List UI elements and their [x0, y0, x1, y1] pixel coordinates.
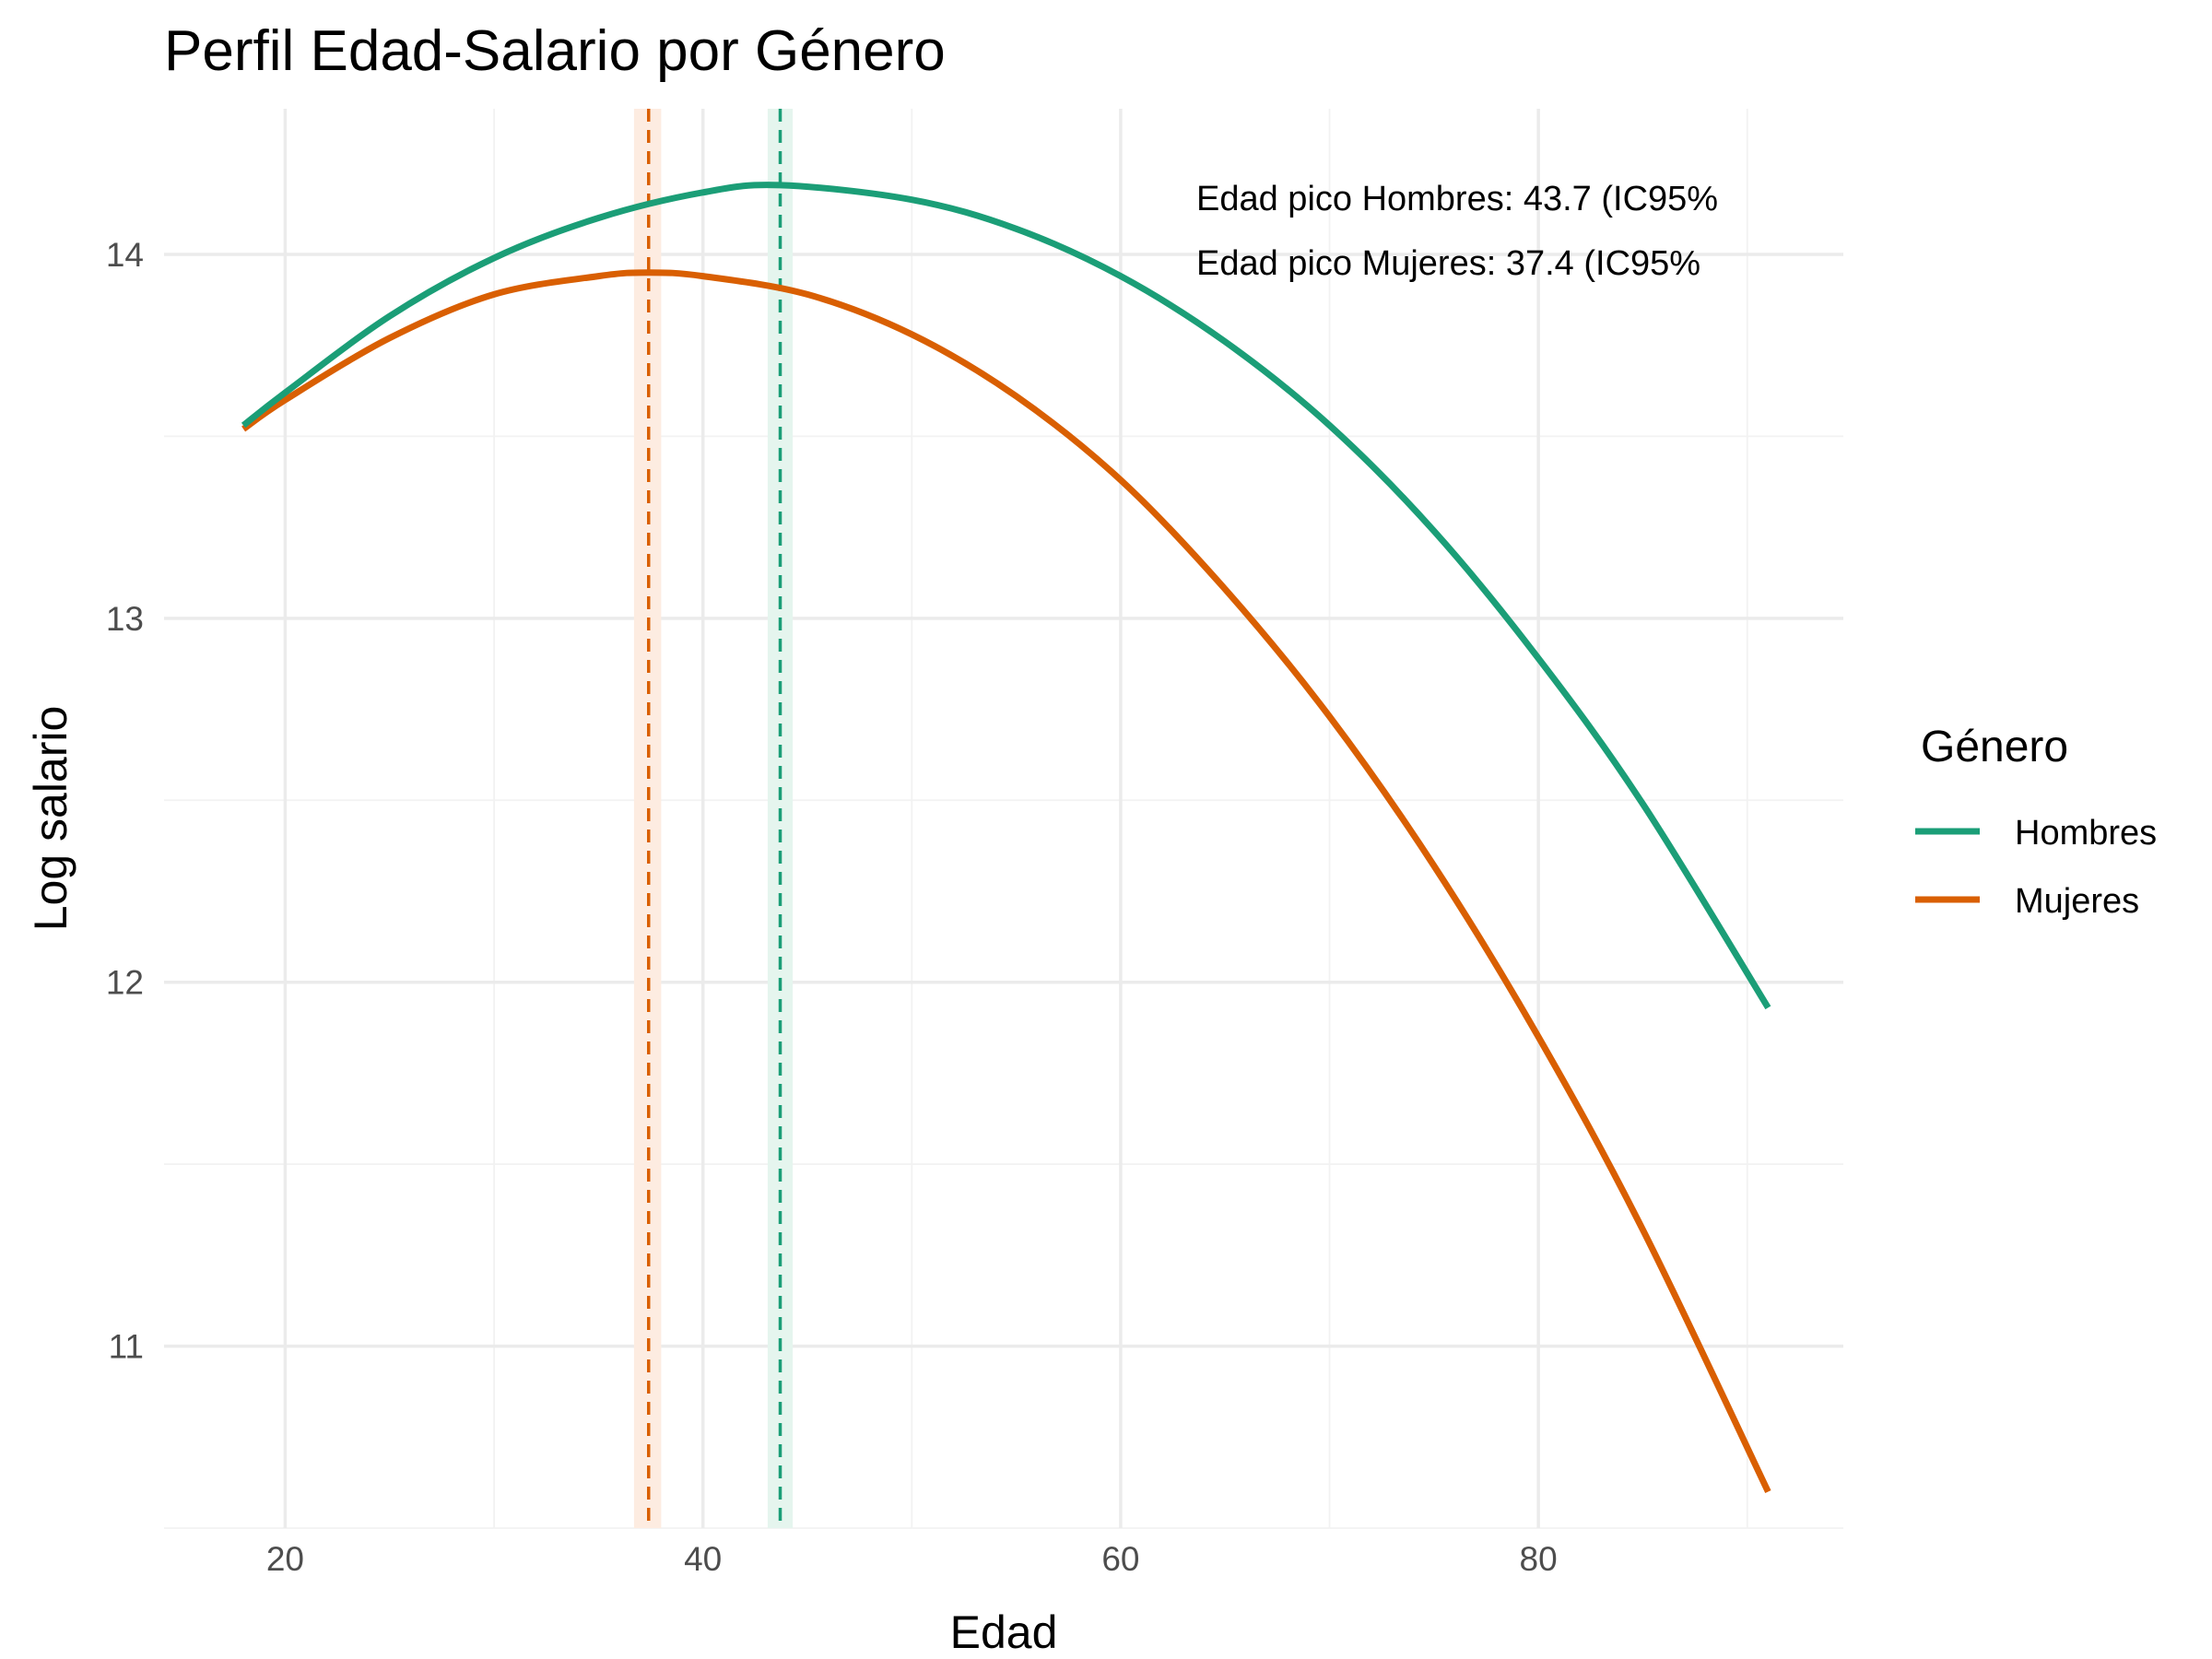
legend-label-hombres: Hombres — [2015, 814, 2157, 853]
x-tick-label: 20 — [266, 1540, 304, 1578]
grid — [164, 109, 1843, 1529]
legend-label-mujeres: Mujeres — [2015, 882, 2139, 921]
series-line-hombres — [241, 182, 1771, 1010]
x-tick-label: 40 — [684, 1540, 722, 1578]
annotation-peak-hombres: Edad pico Hombres: 43.7 (IC95% — [1196, 180, 1718, 218]
x-tick-label: 80 — [1520, 1540, 1558, 1578]
x-tick-label: 60 — [1101, 1540, 1139, 1578]
legend-items: Hombres Mujeres — [1915, 814, 2157, 921]
series-line-mujeres — [241, 269, 1771, 1494]
x-axis-title: Edad — [950, 1606, 1058, 1658]
y-tick-label: 14 — [106, 236, 144, 274]
legend-item-hombres: Hombres — [1915, 814, 2157, 853]
legend-title: Género — [1921, 723, 2068, 771]
legend-item-mujeres: Mujeres — [1915, 882, 2139, 921]
y-tick-label: 13 — [106, 600, 144, 638]
peak-bands — [633, 109, 794, 1528]
y-tick-label: 11 — [109, 1328, 144, 1366]
peak-lines — [647, 109, 782, 1528]
legend: Género Hombres Mujeres — [1915, 723, 2157, 921]
y-tick-label: 12 — [106, 964, 144, 1002]
y-axis-title: Log salario — [25, 706, 76, 932]
chart-title: Perfil Edad-Salario por Género — [164, 19, 946, 83]
annotation-peak-mujeres: Edad pico Mujeres: 37.4 (IC95% — [1196, 244, 1700, 283]
series-lines — [241, 182, 1771, 1494]
tick-labels: 20 40 60 80 11 12 13 14 — [106, 236, 1558, 1578]
